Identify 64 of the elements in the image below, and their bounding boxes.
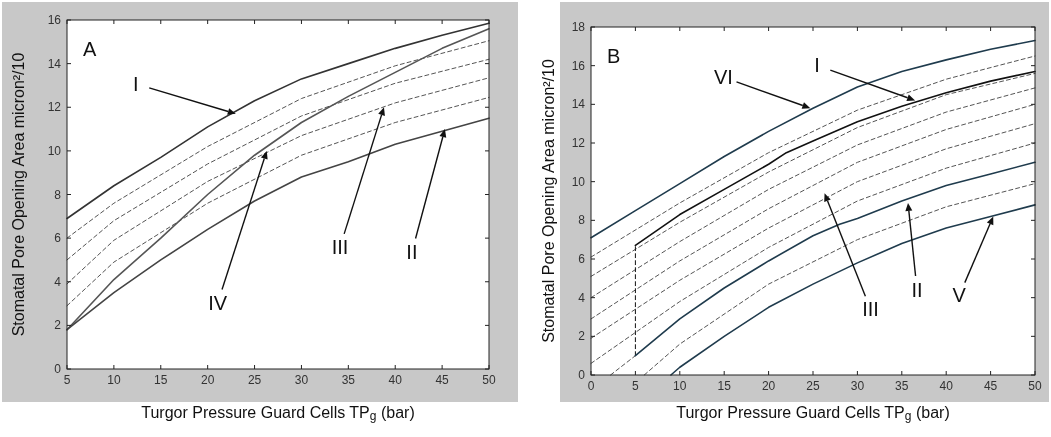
- y-tick-label: 18: [571, 20, 586, 34]
- x-tick-label: 40: [939, 379, 954, 393]
- text: B: [607, 45, 621, 67]
- y-tick-label: 10: [47, 143, 62, 158]
- line-series: [643, 183, 1036, 376]
- x-axis-title: Turgor Pressure Guard Cells TP$_{g}$ (bar): [676, 404, 950, 424]
- y-tick-label: 0: [54, 362, 62, 376]
- y-tick-label: 10: [571, 174, 586, 189]
- x-tick-label: 50: [482, 373, 496, 387]
- x-tick-label: 35: [895, 379, 909, 393]
- y-tick-label: 12: [571, 136, 586, 150]
- x-axis-title: Turgor Pressure Guard Cells TP$_{g}$ (bar): [141, 404, 415, 424]
- line-series: [66, 22, 490, 220]
- x-tick-label: 25: [806, 379, 820, 393]
- line-series: [66, 27, 490, 331]
- x-tick-label: 5: [632, 379, 640, 393]
- line-series: [590, 123, 1036, 339]
- x-tick-label: 15: [717, 379, 732, 393]
- annotation: III: [862, 298, 879, 321]
- annotation: III: [331, 236, 349, 259]
- annotation: V: [952, 284, 967, 307]
- x-tick-label: 20: [200, 373, 215, 387]
- y-tick-label: 8: [578, 213, 586, 228]
- x-tick-label: 15: [154, 373, 168, 387]
- annotation: I: [133, 72, 139, 95]
- y-axis-title: Stomatal Pore Opening Area micron²/10: [9, 52, 27, 337]
- annotation: I: [814, 54, 820, 77]
- x-tick-label: 5: [63, 373, 71, 387]
- text: A: [83, 38, 97, 60]
- annotation: IV: [208, 291, 228, 314]
- x-tick-label: 50: [1028, 379, 1042, 393]
- line-series: [634, 161, 1036, 357]
- x-tick-label: 30: [850, 379, 865, 393]
- x-tick-label: 10: [107, 373, 121, 387]
- x-tick-label: 35: [341, 373, 356, 387]
- line-series: [590, 72, 1036, 277]
- y-tick-label: 4: [54, 274, 62, 289]
- line-series: [590, 39, 1036, 239]
- line-series: [590, 103, 1036, 320]
- annotation: II: [406, 241, 418, 264]
- y-tick-label: 6: [578, 252, 586, 266]
- annotation: II: [911, 278, 923, 301]
- y-tick-label: 2: [54, 318, 62, 333]
- y-tick-label: 16: [571, 58, 586, 73]
- y-tick-label: 4: [578, 290, 586, 305]
- x-tick-label: 45: [983, 379, 998, 393]
- x-tick-label: 30: [294, 373, 309, 387]
- x-tick-label: 45: [435, 373, 450, 387]
- x-tick-label: 20: [761, 379, 776, 393]
- y-axis-title: Stomatal Pore Opening Area micron²/10: [539, 59, 557, 343]
- y-tick-label: 12: [47, 100, 62, 115]
- annotation: VI: [713, 66, 733, 89]
- x-tick-label: 0: [587, 379, 595, 393]
- x-tick-label: 40: [388, 373, 403, 387]
- x-tick-label: 10: [673, 379, 687, 393]
- y-tick-label: 14: [47, 56, 62, 71]
- x-tick-label: 25: [247, 373, 262, 387]
- y-tick-label: 16: [47, 13, 62, 27]
- y-tick-label: 8: [54, 187, 62, 202]
- y-tick-label: 2: [578, 329, 586, 344]
- y-tick-label: 6: [54, 231, 62, 246]
- line-series: [66, 117, 490, 331]
- line-series: [670, 204, 1036, 376]
- y-tick-label: 14: [571, 97, 586, 112]
